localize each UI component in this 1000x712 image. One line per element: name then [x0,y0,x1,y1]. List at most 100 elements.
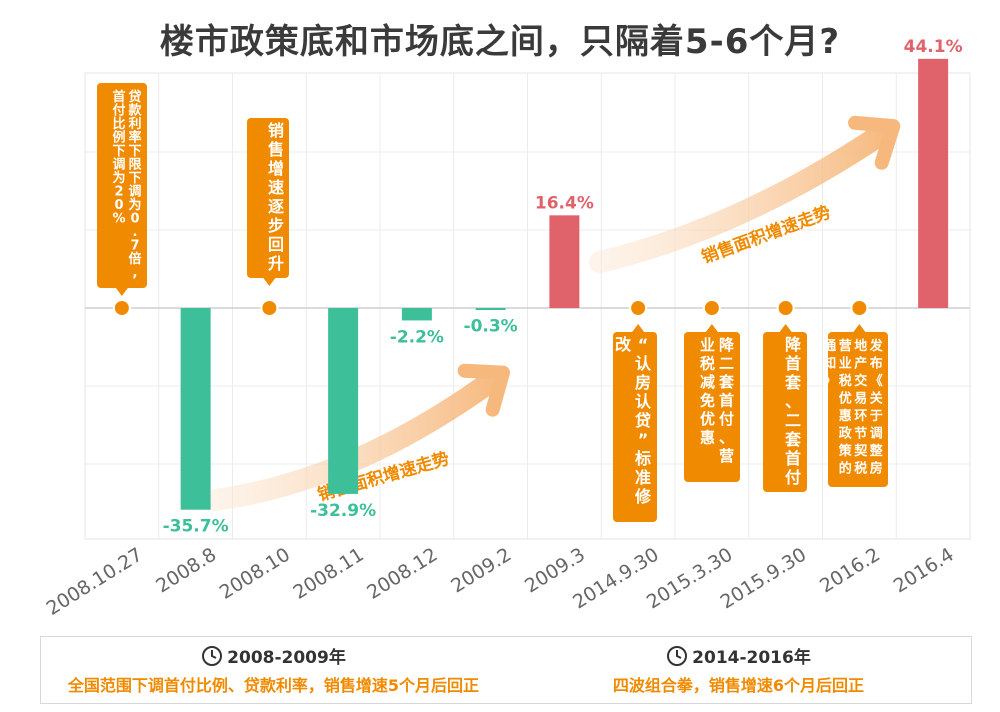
data-label: -0.3% [464,317,518,337]
callout-char: 房 [870,461,883,477]
callout-char: 降 [719,336,735,354]
x-tick-label: 2016.2 [816,544,884,598]
callout-char: 速 [268,178,284,197]
callout-box [247,118,289,278]
callout-char: 首 [719,392,734,410]
policy-callout: 销售增速逐步回升销售增速逐步回升 [247,118,289,317]
data-label: -32.9% [310,501,376,521]
callout-char: 认 [635,392,652,411]
callout-char: % [112,212,125,227]
callout-char: 通 [823,338,836,354]
callout-char: 整 [869,443,884,459]
callout-char: 税 [700,355,715,373]
callout-char: , [133,266,138,281]
callout-char: 税 [839,373,852,389]
bar [549,215,580,308]
callout-char: 二 [785,411,801,430]
callout-char: 套 [718,373,735,391]
callout-char: 付 [112,103,125,119]
callout-char: 首 [112,89,125,105]
footer-period-2: 2014-2016年 四波组合拳，销售增速6个月后回正 [506,637,971,703]
callout-char: 售 [268,140,284,159]
callout-char: 0 [114,198,123,213]
callout-char: 2 [114,185,123,200]
trend-arrow-2 [589,124,891,273]
policy-marker-dot [629,299,648,317]
chart-title: 楼市政策底和市场底之间，只隔着5-6个月? [159,22,841,62]
arrow-head [848,115,901,170]
callout-pointer [705,324,718,332]
clock-icon [667,645,688,666]
callout-char: 、 [719,429,734,447]
footer-period-1: 2008-2009年 全国范围下调首付比例、贷款利率，销售增速5个月后回正 [41,637,506,703]
callout-pointer [115,288,128,296]
bar [328,308,359,494]
callout-char: 关 [870,391,883,407]
callout-char: 套 [784,373,802,392]
callout-char: 、 [785,392,801,411]
callout-char: 贷 [635,411,651,430]
footer-period-label: 2008-2009年 [227,648,346,668]
callout-pointer [263,278,276,286]
callout-char: 为 [112,170,125,186]
x-tick-label: 2008.10 [216,544,294,604]
callout-char: 节 [854,426,867,442]
callout-char: 惠 [839,408,852,424]
callout-char: 升 [268,254,284,273]
callout-char: 利 [128,116,141,132]
callout-char: 为 [128,197,141,213]
footer-description: 全国范围下调首付比例、贷款利率，销售增速5个月后回正 [67,676,480,695]
callout-char: 下 [112,144,125,159]
callout-char: 款 [128,103,142,119]
callout-char: 修 [634,487,652,506]
policy-callout: 发布《关于调整房地产交易环节契税营业税优惠政策的通知》发布《关于调整房地产交易环… [823,299,888,487]
x-tick-label: 2008.8 [152,544,220,598]
callout-box [684,332,740,482]
callout-char: 产 [854,356,867,372]
x-tick-label: 2016.4 [890,544,958,598]
callout-char: 套 [784,430,802,449]
callout-char: 知 [823,356,836,372]
callout-char: 比 [112,116,125,132]
callout-char: 下 [128,144,141,159]
callout-char: 贷 [128,89,141,105]
callout-box [613,332,657,522]
callout-pointer [779,324,792,332]
x-tick-label: 2008.12 [363,544,441,604]
policy-marker-dot [850,299,869,317]
bar [918,58,949,309]
callout-char: 税 [854,461,867,477]
arrow-head [457,363,510,417]
callout-char: 认 [635,354,652,373]
callout-char: 布 [870,356,883,372]
callout-char: 改 [615,335,632,354]
callout-char: 逐 [268,197,284,216]
policy-marker-dot [112,299,131,317]
callout-char: 首 [785,449,801,468]
callout-char: 房 [635,373,651,392]
callout-char: 发 [869,338,884,354]
callout-char: 优 [839,391,852,407]
callout-box [828,332,888,487]
footer-period-label: 2014-2016年 [692,648,811,668]
callout-char: 例 [112,130,125,146]
callout-char: “ [638,335,649,354]
callout-char: 环 [854,409,867,424]
callout-char: 的 [839,461,852,477]
callout-char: ” [638,430,649,449]
callout-char: 0 [130,212,139,227]
callout-char: 业 [839,356,852,372]
callout-char: 契 [853,443,868,459]
x-tick-label: 2009.2 [447,544,515,598]
x-tick-label: 2008.10.27 [43,544,147,620]
callout-char: 免 [700,392,715,410]
policy-marker-dot [702,299,721,317]
callout-char: 下 [128,171,141,186]
callout-char: 回 [268,235,284,254]
data-label: -2.2% [390,327,444,347]
callout-char: 二 [719,355,734,373]
callout-char: 步 [268,216,284,235]
bar [401,308,432,321]
